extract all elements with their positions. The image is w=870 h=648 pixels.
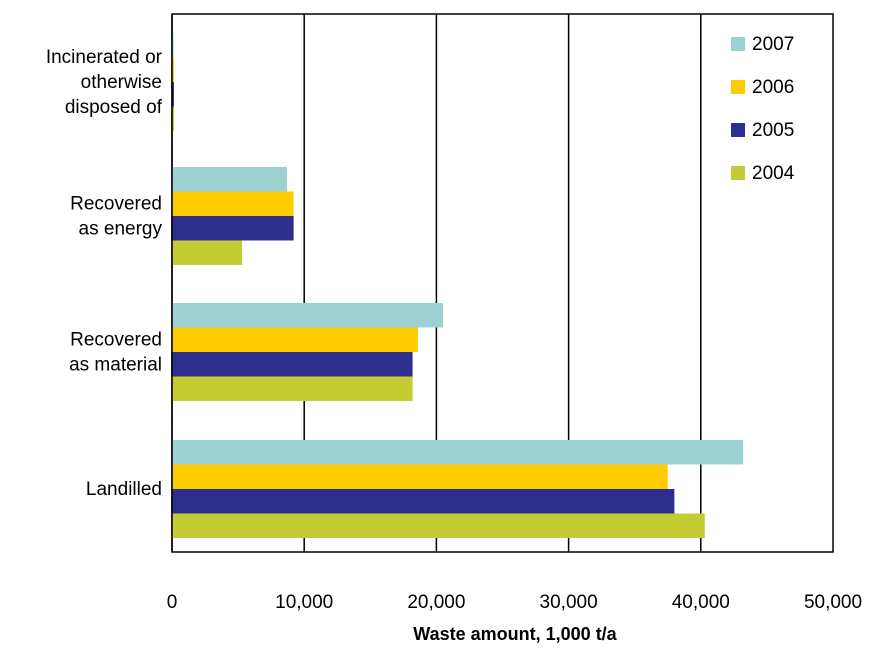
legend-label-2005: 2005 — [752, 120, 794, 141]
category-label: otherwise — [81, 72, 162, 93]
bar-2007-3 — [172, 440, 744, 465]
bar-2004-3 — [172, 513, 705, 538]
bar-2005-2 — [172, 352, 413, 377]
bar-2005-1 — [172, 216, 294, 241]
bar-2006-2 — [172, 327, 418, 352]
x-tick-labels: 0 10,000 20,000 30,000 40,000 50,000 — [167, 592, 862, 613]
bar-2005-3 — [172, 489, 675, 514]
legend-swatch-2006 — [731, 80, 745, 94]
x-tick-label: 50,000 — [804, 592, 862, 613]
x-tick-label: 20,000 — [407, 592, 465, 613]
category-label: disposed of — [65, 97, 163, 118]
legend-swatch-2005 — [731, 123, 745, 137]
bar-2004-0 — [172, 106, 174, 131]
legend-swatch-2007 — [731, 37, 745, 51]
x-tick-label: 40,000 — [672, 592, 730, 613]
x-tick-label: 10,000 — [275, 592, 333, 613]
legend: 2007 2006 2005 2004 — [722, 22, 818, 192]
x-tick-label: 0 — [167, 592, 178, 613]
category-label: Recovered — [70, 330, 162, 351]
bar-2006-0 — [172, 57, 174, 82]
bars — [172, 33, 744, 538]
bar-2006-3 — [172, 464, 668, 489]
bar-2007-1 — [172, 167, 288, 192]
category-labels: Incinerated or otherwise disposed of Recove… — [46, 47, 163, 500]
category-label: Landilled — [86, 479, 162, 500]
legend-label-2007: 2007 — [752, 34, 794, 55]
x-axis-title: Waste amount, 1,000 t/a — [413, 624, 617, 644]
legend-label-2006: 2006 — [752, 77, 794, 98]
legend-label-2004: 2004 — [752, 163, 795, 184]
bar-2004-2 — [172, 376, 413, 401]
category-label: as energy — [79, 219, 163, 240]
bar-2007-2 — [172, 303, 444, 328]
category-label: Recovered — [70, 194, 162, 215]
bar-2005-0 — [172, 82, 174, 107]
x-tick-label: 30,000 — [540, 592, 598, 613]
legend-swatch-2004 — [731, 166, 745, 180]
bar-2004-1 — [172, 240, 243, 265]
bar-2006-1 — [172, 191, 294, 216]
category-label: as material — [69, 355, 162, 376]
category-label: Incinerated or — [46, 47, 163, 68]
